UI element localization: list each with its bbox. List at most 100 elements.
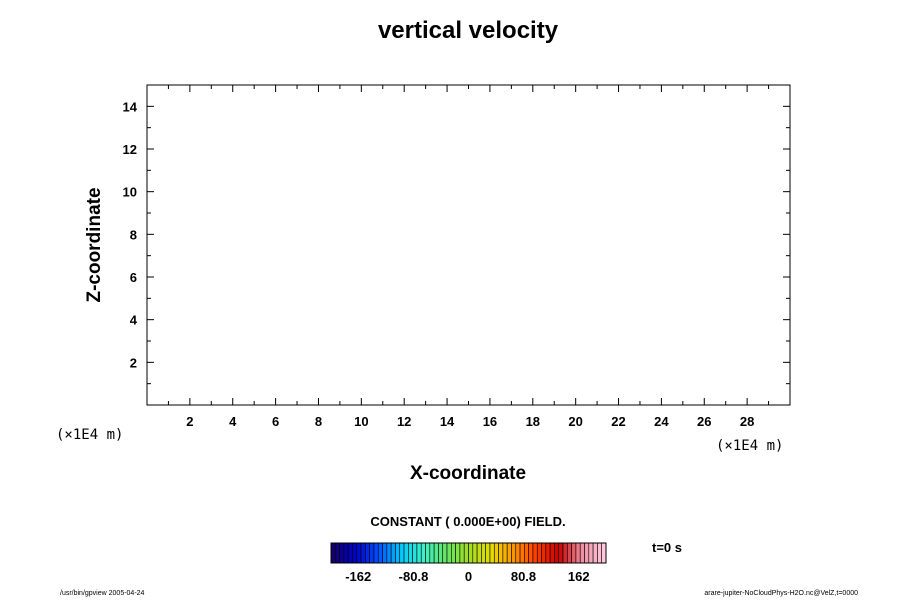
colorbar-cell: [442, 542, 448, 564]
colorbar-cell: [360, 542, 366, 564]
time-label: t=0 s: [652, 540, 682, 555]
colorbar-cell: [399, 542, 405, 564]
colorbar-cell: [339, 542, 345, 564]
colorbar-cell: [498, 542, 504, 564]
y-unit-label: (×1E4 m): [56, 427, 123, 443]
x-tick-label: 2: [186, 414, 193, 429]
colorbar-cell: [433, 542, 439, 564]
colorbar-frame: [330, 542, 607, 564]
x-axis-ticks: [167, 85, 770, 405]
colorbar-cell: [373, 542, 379, 564]
colorbar-cell: [395, 542, 401, 564]
chart-title: vertical velocity: [378, 17, 559, 44]
y-tick-label: 14: [123, 99, 138, 114]
colorbar-cell: [386, 542, 392, 564]
colorbar-cell: [356, 542, 362, 564]
footer-right: arare-jupiter-NoCloudPhys-H2O.nc@VelZ,t=…: [704, 590, 858, 597]
y-tick-label: 4: [130, 313, 138, 328]
y-tick-label: 12: [123, 142, 137, 157]
footer-left: /usr/bin/gpview 2005-04-24: [60, 590, 145, 597]
colorbar-cell: [459, 542, 465, 564]
colorbar-cell: [536, 542, 542, 564]
y-axis-label: Z-coordinate: [84, 187, 105, 302]
x-tick-label: 14: [440, 414, 455, 429]
colorbar-cell: [352, 542, 358, 564]
colorbar-cell: [455, 542, 461, 564]
x-tick-label: 20: [568, 414, 582, 429]
colorbar-cell: [592, 542, 598, 564]
y-tick-label: 2: [130, 355, 137, 370]
colorbar-cell: [519, 542, 525, 564]
colorbar-cell: [347, 542, 353, 564]
colorbar-tick-label: 162: [568, 569, 590, 584]
colorbar-cell: [575, 542, 581, 564]
colorbar-cell: [451, 542, 456, 564]
colorbar-cell: [416, 542, 422, 564]
x-tick-label: 10: [354, 414, 368, 429]
y-axis-ticks: [147, 105, 790, 385]
colorbar-cell: [579, 542, 585, 564]
colorbar-cell: [365, 542, 370, 564]
x-tick-label: 26: [697, 414, 711, 429]
colorbar-cell: [502, 542, 508, 564]
x-unit-label: (×1E4 m): [716, 438, 783, 454]
colorbar-cell: [541, 542, 547, 564]
x-tick-label: 16: [483, 414, 497, 429]
x-tick-label: 24: [654, 414, 669, 429]
colorbar-cell: [524, 542, 529, 564]
colorbar-cell: [425, 542, 431, 564]
colorbar-cell: [476, 542, 482, 564]
colorbar-cell: [463, 542, 469, 564]
colorbar-cell: [334, 542, 340, 564]
x-axis-label: X-coordinate: [410, 463, 526, 484]
colorbar-tick-label: 0: [465, 569, 472, 584]
colorbar-cell: [515, 542, 521, 564]
colorbar-cell: [601, 542, 607, 564]
colorbar-cell: [382, 542, 388, 564]
colorbar-cell: [481, 542, 486, 564]
y-tick-label: 10: [123, 185, 137, 200]
colorbar-cell: [403, 542, 409, 564]
colorbar-cell: [567, 542, 572, 564]
colorbar-cell: [532, 542, 538, 564]
x-tick-label: 4: [229, 414, 237, 429]
y-tick-label: 8: [130, 227, 137, 242]
colorbar: [330, 542, 607, 564]
colorbar-cell: [438, 542, 444, 564]
x-axis-tick-labels: 2 4 6 8 10 12 14 16 18 20 22 24 26 28: [186, 414, 754, 429]
colorbar-cell: [549, 542, 555, 564]
x-tick-label: 18: [526, 414, 540, 429]
x-tick-label: 8: [315, 414, 322, 429]
colorbar-tick-label: 80.8: [511, 569, 536, 584]
colorbar-cell: [377, 542, 383, 564]
y-axis-tick-labels: 2 4 6 8 10 12 14: [123, 99, 138, 370]
colorbar-cell: [584, 542, 590, 564]
colorbar-cell: [390, 542, 396, 564]
colorbar-tick-labels: -162 -80.8 0 80.8 162: [345, 569, 589, 584]
colorbar-cell: [429, 542, 435, 564]
colorbar-cell: [408, 542, 413, 564]
colorbar-cell: [493, 542, 499, 564]
colorbar-cell: [545, 542, 551, 564]
colorbar-cell: [420, 542, 426, 564]
colorbar-cell: [588, 542, 594, 564]
colorbar-cell: [511, 542, 517, 564]
colorbar-cell: [485, 542, 491, 564]
plot-frame: [146, 84, 791, 406]
colorbar-cell: [597, 542, 603, 564]
x-tick-label: 12: [397, 414, 411, 429]
colorbar-tick-label: -162: [345, 569, 371, 584]
colorbar-cell: [446, 542, 452, 564]
colorbar-cell: [468, 542, 474, 564]
colorbar-cell: [343, 542, 349, 564]
colorbar-cell: [571, 542, 577, 564]
x-tick-label: 6: [272, 414, 279, 429]
colorbar-cell: [330, 542, 336, 564]
colorbar-cell: [369, 542, 375, 564]
field-message: CONSTANT ( 0.000E+00) FIELD.: [370, 514, 565, 529]
y-tick-label: 6: [130, 270, 137, 285]
colorbar-cell: [412, 542, 418, 564]
colorbar-cell: [506, 542, 512, 564]
